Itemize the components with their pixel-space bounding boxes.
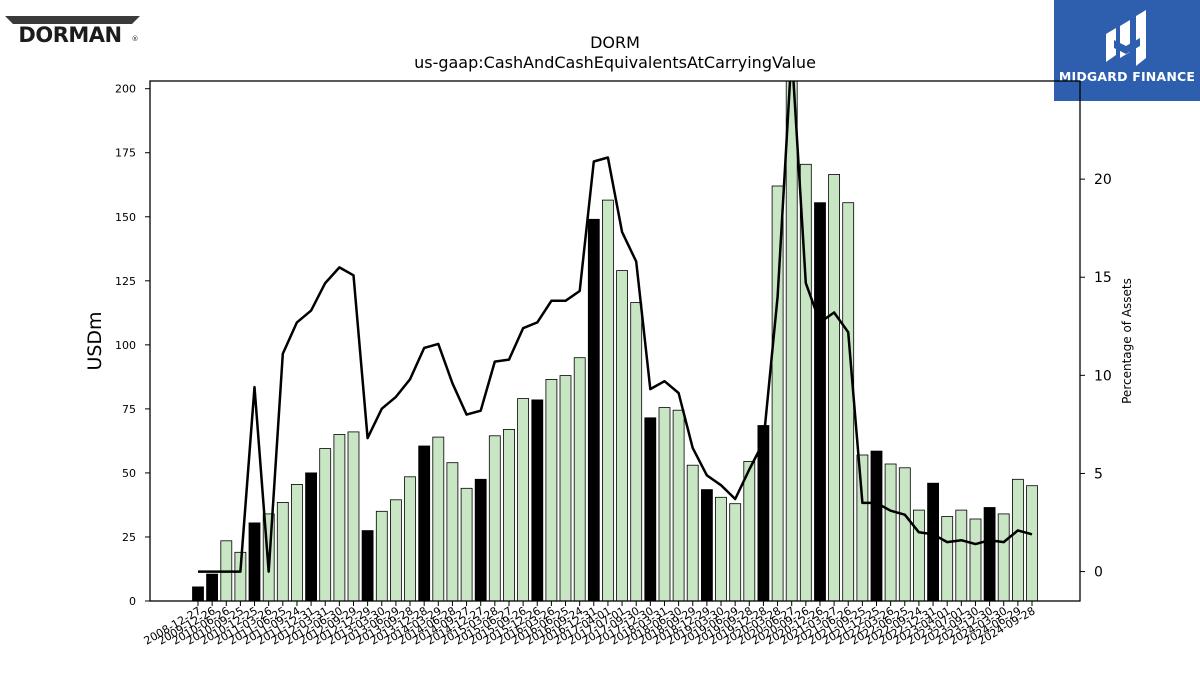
bar-2024-03-30 — [997, 513, 1010, 601]
bar-2014-03-29 — [432, 436, 445, 601]
bar-2017-07-01 — [616, 270, 628, 601]
bar-2021-09-25 — [856, 454, 869, 601]
y2-tick-label: 10 — [1094, 368, 1112, 384]
bar-2009-12-26 — [206, 573, 219, 601]
bar-2024-06-29 — [1012, 478, 1024, 601]
bar-2020-06-27 — [785, 81, 798, 601]
bar-2016-09-24 — [573, 357, 586, 601]
bar-2023-07-01 — [955, 509, 968, 601]
percentage-line — [198, 81, 1033, 573]
bar-2017-12-30 — [644, 417, 657, 601]
bar-2015-06-27 — [503, 428, 515, 601]
bar-2018-09-29 — [686, 464, 699, 601]
bar-2022-03-26 — [884, 463, 897, 601]
bar-2013-06-29 — [389, 499, 402, 601]
bar-2014-06-28 — [446, 462, 459, 601]
y2-tick-label: 0 — [1094, 565, 1103, 581]
bar-2016-06-25 — [559, 375, 572, 601]
y-tick-label: 150 — [115, 211, 136, 224]
bar-2012-03-31 — [319, 448, 332, 601]
bar-2017-04-01 — [602, 199, 614, 601]
y-tick-label: 0 — [129, 595, 136, 608]
y-tick-label: 200 — [115, 83, 136, 96]
chart-subtitle: us-gaap:CashAndCashEquivalentsAtCarrying… — [414, 53, 816, 72]
bar-2013-12-28 — [418, 445, 431, 601]
bar-2016-12-31 — [587, 218, 600, 601]
bar-2010-12-25 — [248, 522, 261, 601]
bar-2019-03-30 — [715, 496, 727, 601]
bar-2019-12-28 — [757, 425, 770, 601]
bar-2013-03-30 — [375, 510, 388, 601]
y2-tick-label: 20 — [1094, 172, 1112, 188]
axes: 0255075100125150175200051015202008-12-27… — [115, 80, 1112, 648]
bar-2021-12-25 — [870, 450, 883, 601]
bar-2011-06-25 — [276, 501, 289, 601]
svg-text:®: ® — [132, 35, 139, 43]
dorman-logo-text: DORMAN — [18, 23, 121, 44]
y-tick-label: 100 — [115, 339, 136, 352]
bar-2015-09-26 — [517, 398, 529, 601]
y2-tick-label: 5 — [1094, 466, 1103, 482]
y-tick-label: 75 — [122, 403, 136, 416]
midgard-finance-logo: MIDGARD FINANCE — [1054, 0, 1200, 101]
bar-2014-09-27 — [460, 487, 473, 601]
bar-2020-03-28 — [771, 185, 784, 601]
bar-2017-09-30 — [630, 302, 643, 601]
bar-2015-03-28 — [488, 435, 501, 601]
bar-2020-12-26 — [814, 202, 826, 601]
bar-2018-03-31 — [658, 407, 671, 601]
dorman-logo-mark: DORMAN ® — [5, 16, 140, 47]
bar-2021-06-26 — [842, 202, 855, 601]
bar-2023-12-30 — [983, 507, 996, 601]
bar-2023-04-01 — [941, 516, 954, 601]
y-axis-label: USDm — [84, 311, 106, 370]
bar-2014-12-27 — [474, 478, 487, 601]
bar-2019-06-29 — [729, 503, 742, 601]
bar-2015-12-26 — [531, 399, 544, 601]
y-tick-label: 175 — [115, 147, 136, 160]
bar-2016-03-26 — [545, 378, 558, 601]
bar-2018-06-30 — [672, 409, 685, 601]
bar-2012-09-29 — [347, 431, 360, 601]
y-tick-label: 125 — [115, 275, 136, 288]
bar-2021-03-27 — [828, 174, 840, 601]
bar-2013-09-28 — [404, 476, 416, 601]
bar-2011-12-31 — [305, 472, 318, 601]
y-tick-label: 25 — [122, 531, 136, 544]
y2-axis-label: Percentage of Assets — [1120, 278, 1134, 404]
bar-2012-06-30 — [333, 434, 346, 601]
bar-2020-09-26 — [799, 163, 812, 601]
plot-frame — [149, 80, 1081, 602]
bar-2012-12-29 — [361, 530, 374, 601]
bar-2022-09-24 — [913, 509, 925, 601]
y-tick-label: 50 — [122, 467, 136, 480]
midgard-finance-text: MIDGARD FINANCE — [1058, 69, 1196, 84]
percentage-line-series — [198, 81, 1033, 573]
bar-2022-06-25 — [898, 467, 911, 601]
bar-2018-12-29 — [701, 489, 713, 601]
bar-2024-09-28 — [1026, 485, 1038, 601]
bar-2008-12-27 — [192, 586, 204, 601]
chart-title: DORM — [590, 33, 640, 52]
bar-2019-09-28 — [743, 460, 756, 601]
midgard-emblem-icon — [1106, 10, 1146, 66]
dorman-logo: DORMAN ® — [5, 12, 140, 47]
y2-tick-label: 15 — [1094, 270, 1112, 286]
bar-2011-09-24 — [290, 483, 303, 601]
bar-2023-09-30 — [969, 518, 982, 601]
bar-2022-12-31 — [927, 482, 939, 601]
bar-series — [192, 81, 1038, 601]
